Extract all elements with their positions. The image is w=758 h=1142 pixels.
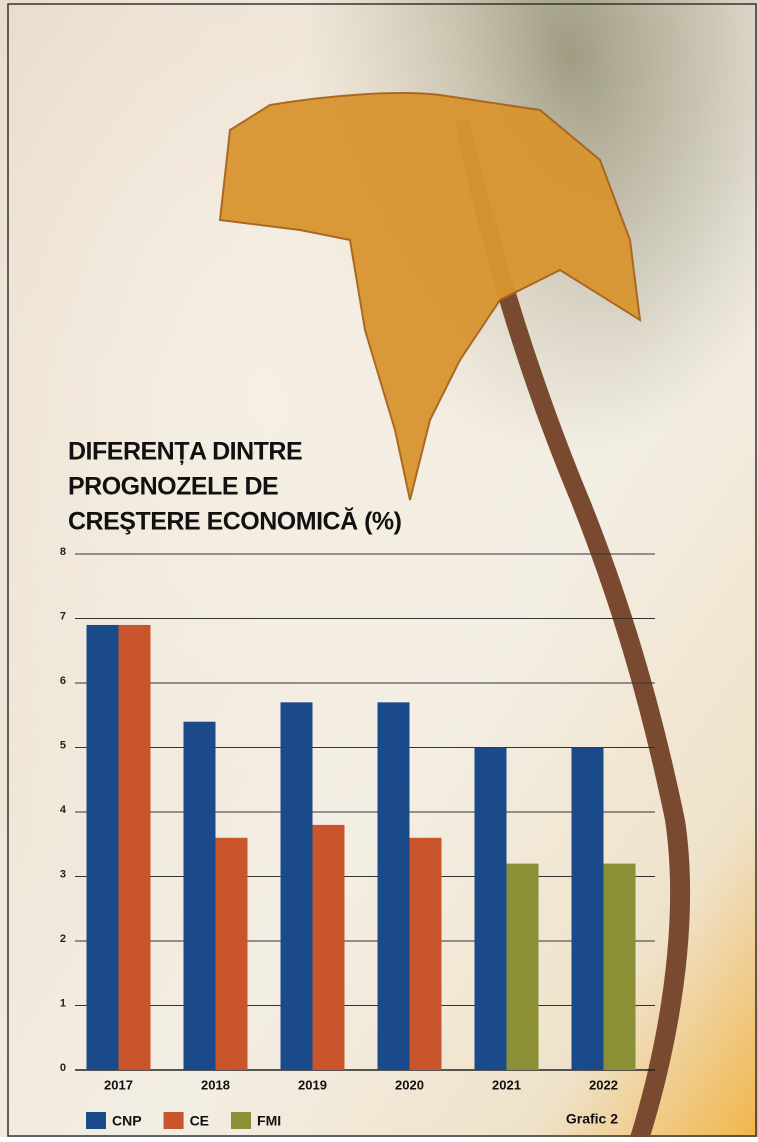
x-tick-label: 2020 — [395, 1077, 424, 1092]
x-tick-label: 2017 — [104, 1077, 133, 1092]
bar — [475, 748, 507, 1071]
x-tick-label: 2019 — [298, 1077, 327, 1092]
chart: DIFERENȚA DINTRE PROGNOZELE DE CREŞTERE EC… — [0, 0, 758, 1137]
y-tick-label: 3 — [60, 868, 66, 880]
bar — [604, 864, 636, 1070]
y-tick-label: 4 — [60, 804, 67, 816]
x-tick-label: 2021 — [492, 1077, 521, 1092]
bar — [281, 702, 313, 1070]
y-tick-label: 2 — [60, 933, 66, 945]
y-tick-label: 1 — [60, 997, 66, 1009]
bar — [87, 625, 119, 1070]
legend-label: CNP — [112, 1113, 142, 1129]
legend-label: CE — [190, 1113, 209, 1129]
y-tick-label: 5 — [60, 739, 66, 751]
bar — [313, 825, 345, 1070]
x-tick-label: 2018 — [201, 1077, 230, 1092]
bar — [507, 864, 539, 1070]
x-tick-label: 2022 — [589, 1077, 618, 1092]
bar — [410, 838, 442, 1070]
bar — [216, 838, 248, 1070]
y-tick-label: 0 — [60, 1062, 66, 1074]
title-line: CREŞTERE ECONOMICĂ (%) — [68, 507, 402, 536]
y-tick-label: 7 — [60, 610, 66, 622]
title-line: PROGNOZELE DE — [68, 473, 278, 501]
title-line: DIFERENȚA DINTRE — [68, 438, 302, 466]
page: {"chart_data": {"type": "bar", "title": … — [0, 0, 758, 1137]
legend-swatch — [86, 1112, 106, 1129]
y-tick-label: 6 — [60, 675, 66, 687]
bar — [184, 722, 216, 1070]
legend-swatch — [164, 1112, 184, 1129]
legend-label: FMI — [257, 1113, 281, 1129]
bar — [572, 748, 604, 1071]
legend-swatch — [231, 1112, 251, 1129]
bar — [378, 702, 410, 1070]
caption: Grafic 2 — [566, 1111, 618, 1127]
y-tick-label: 8 — [60, 546, 66, 558]
bar — [119, 625, 151, 1070]
